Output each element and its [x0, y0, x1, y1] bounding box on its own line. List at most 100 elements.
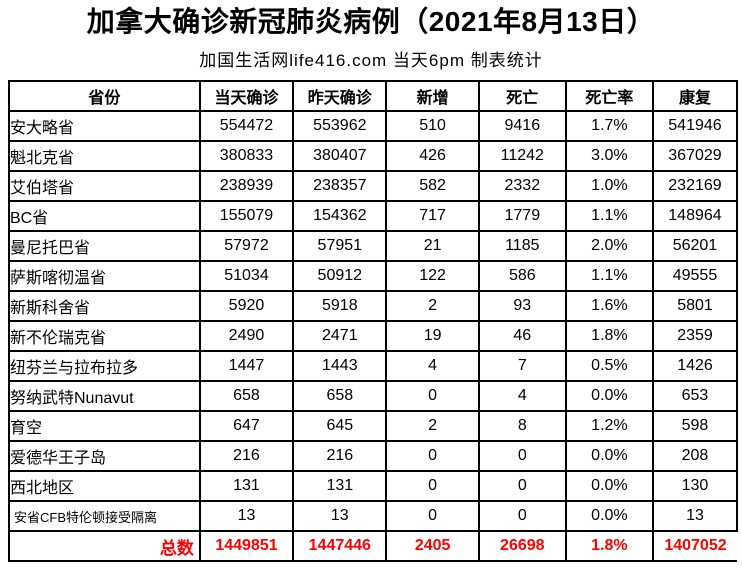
yesterday-confirmed-value: 5918: [292, 290, 388, 322]
yesterday-confirmed-value: 658: [292, 380, 388, 412]
today-confirmed-value: 2490: [198, 320, 295, 352]
death-rate-value: 2.0%: [564, 230, 654, 262]
today-confirmed-value: 155079: [198, 200, 295, 232]
covid-stats-table: 省份 当天确诊 昨天确诊 新增 死亡 死亡率 康复 安大略省 554472 553962 510 9…: [8, 80, 739, 562]
province-name: BC省: [8, 200, 201, 232]
recovered-value: 208: [651, 440, 739, 472]
recovered-value: 56201: [651, 230, 739, 262]
today-confirmed-value: 1447: [198, 350, 295, 382]
recovered-value: 49555: [651, 260, 739, 292]
death-rate-value: 0.0%: [564, 470, 654, 502]
today-confirmed-value: 57972: [198, 230, 295, 262]
today-confirmed-value: 380833: [198, 140, 295, 172]
death-rate-value: 3.0%: [564, 140, 654, 172]
recovered-value: 13: [651, 500, 739, 532]
province-name: 安大略省: [8, 110, 201, 142]
province-name: 纽芬兰与拉布拉多: [8, 350, 201, 382]
table-row: 曼尼托巴省 57972 57951 21 1185 2.0% 56201: [8, 230, 739, 262]
total-yesterday-confirmed-value: 1447446: [292, 530, 388, 562]
deaths-value: 586: [477, 260, 567, 292]
yesterday-confirmed-value: 645: [292, 410, 388, 442]
table-row: 安省CFB特伦顿接受隔离 13 13 0 0 0.0% 13: [8, 500, 739, 532]
new-cases-value: 582: [385, 170, 480, 202]
death-rate-value: 1.1%: [564, 260, 654, 292]
column-header-recovered: 康复: [651, 80, 739, 112]
table-body: 安大略省 554472 553962 510 9416 1.7% 541946 魁北克省 380…: [8, 110, 739, 562]
table-row: 艾伯塔省 238939 238357 582 2332 1.0% 232169: [8, 170, 739, 202]
page-title: 加拿大确诊新冠肺炎病例（2021年8月13日）: [86, 6, 656, 37]
table-row: 西北地区 131 131 0 0 0.0% 130: [8, 470, 739, 502]
province-name: 艾伯塔省: [8, 170, 201, 202]
death-rate-value: 0.5%: [564, 350, 654, 382]
today-confirmed-value: 13: [198, 500, 295, 532]
recovered-value: 148964: [651, 200, 739, 232]
new-cases-value: 0: [385, 500, 480, 532]
yesterday-confirmed-value: 2471: [292, 320, 388, 352]
total-deaths-value: 26698: [477, 530, 567, 562]
deaths-value: 0: [477, 440, 567, 472]
yesterday-confirmed-value: 1443: [292, 350, 388, 382]
province-name: 魁北克省: [8, 140, 201, 172]
column-header-yesterday-confirmed: 昨天确诊: [292, 80, 388, 112]
table-row: 育空 647 645 2 8 1.2% 598: [8, 410, 739, 442]
new-cases-value: 19: [385, 320, 480, 352]
deaths-value: 2332: [477, 170, 567, 202]
yesterday-confirmed-value: 13: [292, 500, 388, 532]
yesterday-confirmed-value: 553962: [292, 110, 388, 142]
province-name: 新斯科舍省: [8, 290, 201, 322]
province-name: 爱德华王子岛: [8, 440, 201, 472]
today-confirmed-value: 554472: [198, 110, 295, 142]
new-cases-value: 0: [385, 470, 480, 502]
today-confirmed-value: 131: [198, 470, 295, 502]
new-cases-value: 717: [385, 200, 480, 232]
death-rate-value: 1.7%: [564, 110, 654, 142]
death-rate-value: 1.0%: [564, 170, 654, 202]
today-confirmed-value: 238939: [198, 170, 295, 202]
deaths-value: 9416: [477, 110, 567, 142]
table-row: 努纳武特Nunavut 658 658 0 4 0.0% 653: [8, 380, 739, 412]
today-confirmed-value: 5920: [198, 290, 295, 322]
new-cases-value: 122: [385, 260, 480, 292]
today-confirmed-value: 647: [198, 410, 295, 442]
page-subtitle: 加国生活网life416.com 当天6pm 制表统计: [199, 51, 543, 70]
new-cases-value: 0: [385, 380, 480, 412]
today-confirmed-value: 216: [198, 440, 295, 472]
table-row: 新不伦瑞克省 2490 2471 19 46 1.8% 2359: [8, 320, 739, 352]
deaths-value: 1185: [477, 230, 567, 262]
table-row: 萨斯喀彻温省 51034 50912 122 586 1.1% 49555: [8, 260, 739, 292]
deaths-value: 4: [477, 380, 567, 412]
deaths-value: 46: [477, 320, 567, 352]
total-today-confirmed-value: 1449851: [198, 530, 295, 562]
column-header-province: 省份: [8, 80, 201, 112]
province-name: 安省CFB特伦顿接受隔离: [8, 500, 201, 532]
province-name: 育空: [8, 410, 201, 442]
column-header-deaths: 死亡: [477, 80, 567, 112]
yesterday-confirmed-value: 216: [292, 440, 388, 472]
province-name: 曼尼托巴省: [8, 230, 201, 262]
total-recovered-value: 1407052: [651, 530, 737, 562]
yesterday-confirmed-value: 131: [292, 470, 388, 502]
new-cases-value: 4: [385, 350, 480, 382]
yesterday-confirmed-value: 238357: [292, 170, 388, 202]
province-name: 新不伦瑞克省: [8, 320, 201, 352]
death-rate-value: 0.0%: [564, 380, 654, 412]
death-rate-value: 0.0%: [564, 440, 654, 472]
recovered-value: 367029: [651, 140, 739, 172]
deaths-value: 0: [477, 500, 567, 532]
recovered-value: 653: [651, 380, 739, 412]
recovered-value: 1426: [651, 350, 739, 382]
column-header-death-rate: 死亡率: [564, 80, 654, 112]
column-header-today-confirmed: 当天确诊: [198, 80, 295, 112]
death-rate-value: 0.0%: [564, 500, 654, 532]
total-death-rate-value: 1.8%: [564, 530, 654, 562]
table-row: 新斯科舍省 5920 5918 2 93 1.6% 5801: [8, 290, 739, 322]
province-name: 萨斯喀彻温省: [8, 260, 201, 292]
recovered-value: 5801: [651, 290, 739, 322]
deaths-value: 1779: [477, 200, 567, 232]
new-cases-value: 510: [385, 110, 480, 142]
yesterday-confirmed-value: 154362: [292, 200, 388, 232]
new-cases-value: 21: [385, 230, 480, 262]
recovered-value: 130: [651, 470, 739, 502]
total-label: 总数: [8, 530, 201, 562]
